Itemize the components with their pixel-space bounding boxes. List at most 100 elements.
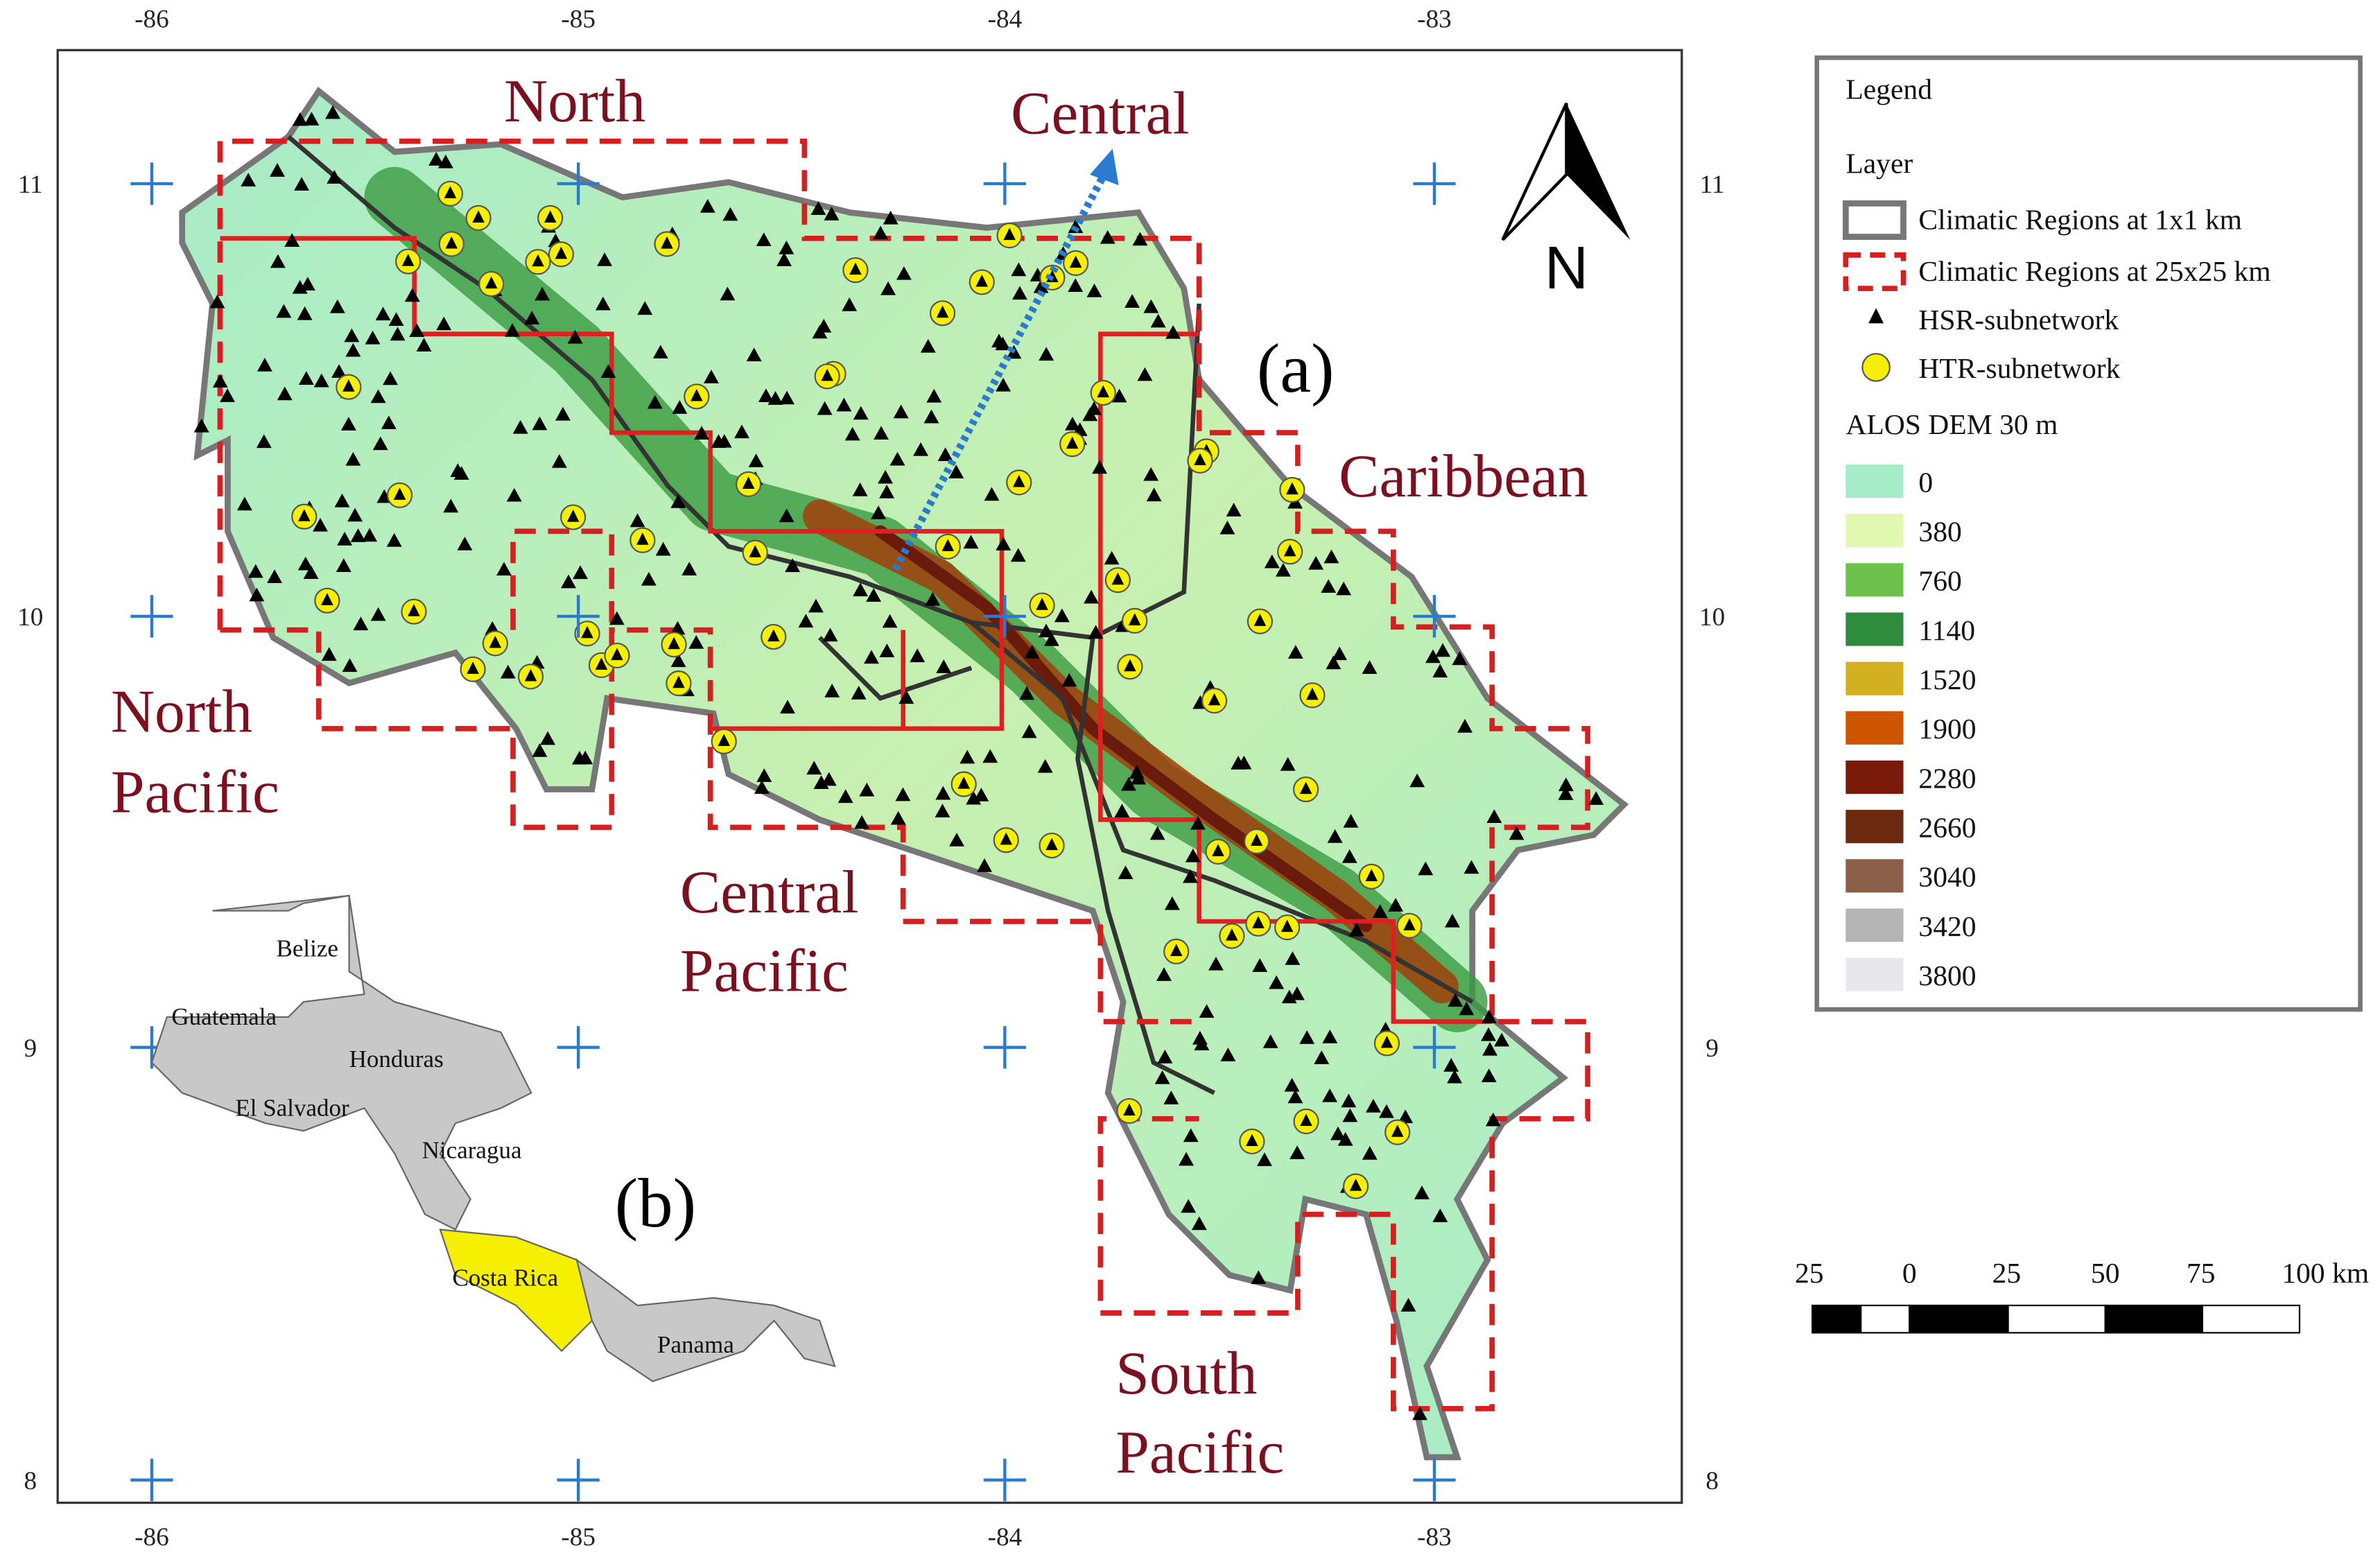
- arrow-head: [1089, 148, 1119, 186]
- hsr-station: [670, 621, 686, 635]
- hsr-station: [873, 225, 889, 240]
- hsr-station: [1269, 975, 1285, 989]
- hsr-station: [1124, 294, 1140, 308]
- hsr-station: [344, 328, 360, 342]
- hsr-station: [1482, 1009, 1497, 1023]
- htr-center: [595, 657, 608, 670]
- hsr-station: [1011, 262, 1027, 277]
- dashed-boundary: [510, 528, 615, 630]
- inset-map: [150, 894, 836, 1382]
- hsr-station: [1165, 324, 1181, 339]
- panama-shape: [575, 1258, 836, 1382]
- hsr-station: [249, 587, 265, 602]
- hsr-station: [313, 373, 329, 388]
- dem-swatch: [1845, 612, 1904, 646]
- htr-center: [1280, 919, 1294, 932]
- hsr-station: [573, 565, 588, 580]
- hsr-station: [1348, 922, 1364, 937]
- legend-entry: HSR-subnetwork: [1918, 304, 2119, 336]
- hsr-station: [1485, 1112, 1501, 1127]
- top-tick: -83: [1417, 5, 1452, 33]
- hsr-station: [1154, 1070, 1170, 1084]
- htr-center: [1300, 1113, 1312, 1127]
- htr-center: [467, 661, 479, 674]
- dem-swatch: [1845, 563, 1904, 597]
- region-label: Pacific: [111, 758, 279, 825]
- hsr-station: [1068, 278, 1084, 293]
- hsr-station: [948, 465, 964, 478]
- dem-label: 3420: [1918, 910, 1976, 942]
- hsr-station: [1314, 1050, 1330, 1064]
- hsr-station: [1448, 993, 1463, 1007]
- top-tick: -85: [561, 5, 596, 33]
- bottom-tick: -84: [988, 1523, 1023, 1552]
- hsr-station: [977, 858, 993, 872]
- htr-center: [393, 487, 406, 500]
- hsr-station: [1190, 815, 1206, 830]
- hsr-station: [267, 569, 282, 583]
- htr-center: [1283, 544, 1296, 557]
- htr-center: [1069, 255, 1082, 268]
- hsr-station: [428, 152, 444, 166]
- hsr-station: [1327, 828, 1343, 843]
- hsr-station: [353, 616, 369, 631]
- hsr-station: [853, 406, 869, 420]
- hsr-station: [1143, 299, 1159, 313]
- htr-center: [1066, 436, 1079, 449]
- hsr-station: [1191, 1216, 1207, 1231]
- right-tick: 11: [1700, 171, 1725, 199]
- hsr-station: [1336, 581, 1352, 596]
- hsr-station: [864, 650, 879, 664]
- hsr-station: [551, 453, 567, 468]
- hsr-station: [370, 389, 386, 403]
- symbol: [1861, 353, 1891, 382]
- hsr-station: [780, 700, 795, 714]
- hsr-station: [436, 316, 452, 331]
- scale-label: 25: [1992, 1257, 2022, 1289]
- hsr-station: [652, 345, 668, 359]
- hsr-station: [256, 434, 272, 449]
- htr-center: [1194, 453, 1206, 466]
- hsr-station: [1010, 548, 1026, 562]
- hsr-station: [866, 588, 882, 602]
- hsr-station: [1118, 865, 1133, 880]
- hsr-station: [852, 483, 868, 496]
- dem-swatch: [1845, 760, 1904, 795]
- hsr-station: [647, 394, 663, 409]
- left-tick: 11: [18, 171, 43, 199]
- hsr-station: [297, 306, 313, 320]
- htr-center: [1000, 832, 1013, 845]
- hsr-station: [734, 424, 749, 439]
- hsr-station: [1409, 773, 1425, 788]
- country-shape: [150, 894, 532, 1231]
- htr-center: [581, 625, 593, 639]
- hsr-station: [1425, 649, 1441, 663]
- hsr-station: [995, 336, 1011, 351]
- hsr-station: [1054, 608, 1070, 623]
- hsr-station: [1264, 554, 1280, 569]
- hsr-station: [1251, 1270, 1267, 1285]
- boundary: [817, 636, 973, 701]
- hsr-station: [1445, 913, 1460, 928]
- hsr-station: [913, 442, 929, 456]
- dem-label: 0: [1918, 466, 1933, 498]
- inset-country: Honduras: [349, 1045, 444, 1073]
- hsr-station: [375, 306, 391, 321]
- hsr-station: [437, 154, 453, 168]
- legend-layer: Layer: [1845, 148, 1913, 180]
- hsr-station: [1414, 1185, 1430, 1199]
- hsr-station: [193, 418, 209, 433]
- inset-country: Guatemala: [171, 1003, 277, 1030]
- dem-label: 380: [1918, 516, 1961, 548]
- hsr-station: [935, 804, 950, 817]
- htr-center: [1250, 833, 1263, 847]
- hsr-station: [597, 252, 613, 266]
- hsr-station: [1164, 896, 1180, 910]
- hsr-station: [1481, 1068, 1497, 1082]
- htr-center: [1299, 781, 1312, 795]
- hsr-station: [822, 627, 838, 642]
- htr-center: [408, 604, 420, 616]
- hsr-station: [963, 535, 979, 549]
- symbol: [1843, 252, 1906, 291]
- hsr-station: [926, 388, 942, 403]
